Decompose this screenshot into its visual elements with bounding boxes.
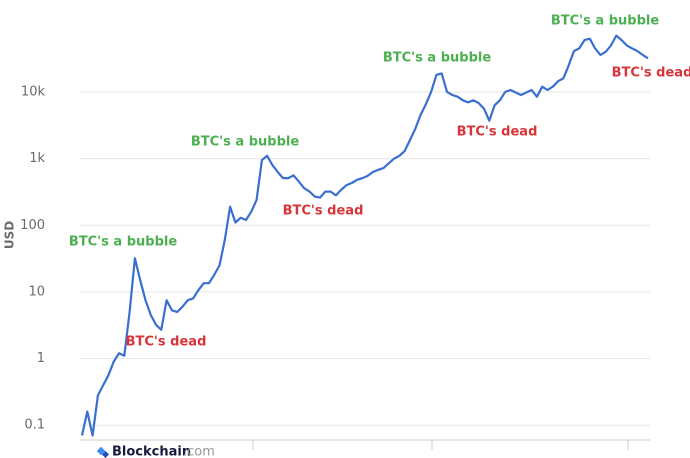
y-tick-label: 100 bbox=[20, 218, 45, 233]
y-tick-label: 10 bbox=[28, 284, 45, 299]
y-tick-label: 1 bbox=[37, 351, 45, 366]
source-suffix: .com bbox=[183, 445, 215, 458]
annotation: BTC's dead bbox=[283, 204, 364, 219]
y-axis-label: USD bbox=[3, 221, 17, 249]
source-name: Blockchain bbox=[112, 445, 191, 458]
y-tick-label: 1k bbox=[29, 151, 45, 166]
annotation: BTC's dead bbox=[457, 125, 538, 140]
price-line bbox=[80, 34, 649, 437]
y-tick-label: 0.1 bbox=[24, 418, 45, 433]
annotation: BTC's dead bbox=[612, 66, 690, 81]
annotation: BTC's a bubble bbox=[191, 135, 299, 150]
annotation: BTC's dead bbox=[126, 335, 207, 350]
logo bbox=[96, 446, 110, 458]
y-tick-label: 10k bbox=[21, 84, 46, 99]
annotation: BTC's a bubble bbox=[551, 14, 659, 29]
annotation: BTC's a bubble bbox=[69, 235, 177, 250]
annotation: BTC's a bubble bbox=[383, 51, 491, 66]
